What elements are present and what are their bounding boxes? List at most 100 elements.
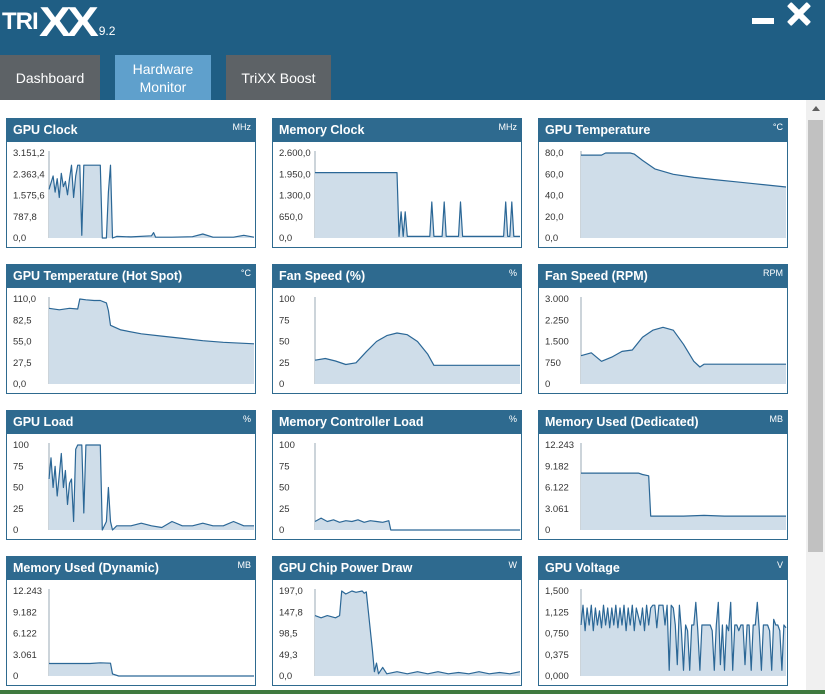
series-line [580, 326, 786, 368]
y-tick-label: 0,000 [545, 671, 569, 682]
y-tick-label: 27,5 [13, 358, 32, 369]
chart-body [538, 434, 788, 540]
minimize-icon[interactable] [752, 18, 774, 24]
logo-xx-text: XX [38, 0, 99, 45]
y-tick-label: 1,500 [545, 586, 569, 597]
y-tick-label: 1.575,6 [13, 191, 45, 202]
y-tick-label: 82,5 [13, 315, 32, 326]
y-tick-label: 6.122 [545, 483, 569, 494]
series-line [314, 517, 520, 531]
chart-header: GPU Voltage V [538, 556, 788, 580]
y-tick-label: 0 [545, 379, 550, 390]
chart-title: Memory Clock [279, 123, 365, 137]
chart-title: GPU Load [13, 415, 74, 429]
y-tick-label: 40,0 [545, 191, 564, 202]
tab-trixx-boost-label: TriXX Boost [241, 69, 316, 86]
series-area [315, 333, 520, 384]
chart-unit: % [508, 414, 517, 424]
chart-card-7: Memory Controller Load% 100 75 50 25 0 [272, 410, 522, 540]
chart-plot: 100 75 50 25 0 [13, 440, 254, 536]
y-tick-label: 50 [279, 337, 290, 348]
series-line [48, 164, 255, 239]
series-line [314, 332, 520, 366]
y-tick-label: 0,0 [13, 233, 26, 244]
close-icon[interactable] [787, 2, 811, 26]
y-tick-label: 1.500 [545, 337, 569, 348]
y-tick-label: 787,8 [13, 212, 37, 223]
tab-hardware-monitor[interactable]: Hardware Monitor [115, 55, 211, 100]
y-tick-label: 0,375 [545, 650, 569, 661]
series-area [49, 662, 254, 676]
chart-header: Memory Controller Load% [272, 410, 522, 434]
chart-title: Memory Used (Dynamic) [13, 561, 159, 575]
y-tick-label: 0 [545, 525, 550, 536]
y-tick-label: 50 [13, 483, 24, 494]
chart-card-3: GPU Temperature (Hot Spot) °C 110,0 82,5 55,… [6, 264, 256, 394]
series-area [581, 153, 786, 238]
chart-title: Fan Speed (%) [279, 269, 366, 283]
y-tick-label: 1,125 [545, 607, 569, 618]
series-area [315, 518, 520, 530]
chart-plot: 3.151,2 2.363,4 1.575,6 787,8 0,0 [13, 148, 255, 244]
y-tick-label: 2.363,4 [13, 169, 45, 180]
scroll-thumb[interactable] [808, 120, 823, 552]
chart-unit: MHz [232, 122, 252, 132]
chart-header: Memory Clock MHz [272, 118, 522, 142]
vertical-scrollbar[interactable] [806, 100, 825, 694]
y-tick-label: 3.000 [545, 294, 569, 305]
chart-header: GPU Temperature (Hot Spot) °C [6, 264, 256, 288]
series-area [49, 445, 254, 530]
chart-plot: 100 75 50 25 0 [279, 440, 520, 536]
y-tick-label: 12.243 [545, 440, 574, 451]
chart-body [538, 288, 788, 394]
chart-title: Memory Used (Dedicated) [545, 415, 699, 429]
chart-title: GPU Voltage [545, 561, 620, 575]
y-tick-label: 100 [279, 440, 295, 451]
y-tick-label: 0,0 [13, 379, 26, 390]
y-tick-label: 9.182 [545, 461, 569, 472]
y-tick-label: 0,0 [279, 671, 292, 682]
chart-plot: 197,0 147,8 98,5 49,3 0,0 [279, 586, 521, 682]
chart-body [272, 434, 522, 540]
chart-unit: MB [237, 560, 252, 570]
chart-body [6, 142, 256, 248]
chart-card-10: GPU Chip Power Draw W 197,0 147,8 98,5 49,3 0,… [272, 556, 522, 686]
tab-trixx-boost[interactable]: TriXX Boost [226, 55, 331, 100]
chart-unit: V [776, 560, 783, 570]
y-tick-label: 0 [13, 671, 18, 682]
chart-body [6, 434, 256, 540]
y-tick-label: 75 [279, 315, 290, 326]
chart-title: Fan Speed (RPM) [545, 269, 648, 283]
chart-card-4: Fan Speed (%)% 100 75 50 25 0 [272, 264, 522, 394]
series-area [581, 602, 786, 676]
chart-card-0: GPU Clock MHz 3.151,2 2.363,4 1.575,6 787,8 0,… [6, 118, 256, 248]
chart-card-2: GPU Temperature °C 80,0 60,0 40,0 20,0 0,0 [538, 118, 788, 248]
series-area [581, 473, 786, 530]
chart-body [272, 580, 522, 686]
scroll-up-arrow-icon[interactable] [806, 100, 825, 117]
y-tick-label: 2.600,0 [279, 148, 311, 159]
tab-dashboard[interactable]: Dashboard [0, 55, 100, 100]
y-tick-label: 12.243 [13, 586, 42, 597]
series-line [49, 662, 254, 677]
y-tick-label: 49,3 [279, 650, 298, 661]
series-area [315, 172, 520, 238]
chart-unit: °C [772, 122, 783, 132]
chart-title: GPU Chip Power Draw [279, 561, 413, 575]
y-tick-label: 20,0 [545, 212, 564, 223]
chart-title: GPU Temperature (Hot Spot) [13, 269, 183, 283]
y-tick-label: 9.182 [13, 607, 37, 618]
chart-unit: % [508, 268, 517, 278]
y-tick-label: 100 [13, 440, 29, 451]
chart-header: GPU Temperature °C [538, 118, 788, 142]
tab-hardware-monitor-label: Hardware Monitor [132, 60, 194, 95]
chart-unit: % [242, 414, 251, 424]
y-tick-label: 100 [279, 294, 295, 305]
y-tick-label: 80,0 [545, 148, 564, 159]
chart-card-9: Memory Used (Dynamic) MB 12.243 9.182 6.122 3… [6, 556, 256, 686]
tab-dashboard-label: Dashboard [15, 69, 85, 86]
y-tick-label: 25 [279, 504, 290, 515]
y-tick-label: 1.300,0 [279, 191, 311, 202]
y-tick-label: 0,0 [545, 233, 558, 244]
chart-card-1: Memory Clock MHz 2.600,0 1.950,0 1.300,0 650,… [272, 118, 522, 248]
